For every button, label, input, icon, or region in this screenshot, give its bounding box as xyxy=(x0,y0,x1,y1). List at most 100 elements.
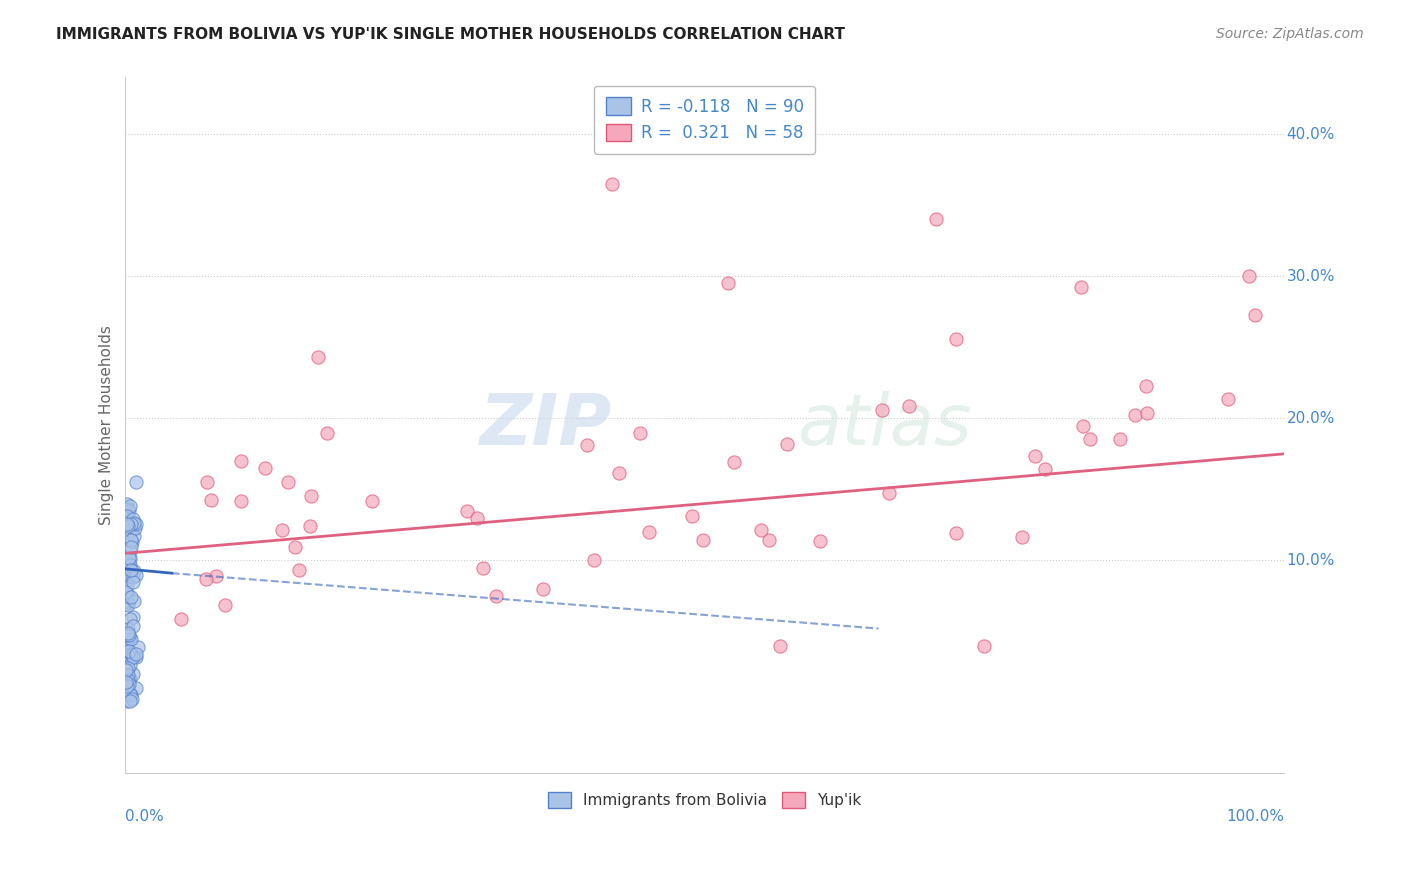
Point xyxy=(681,508,703,523)
Text: 0.0%: 0.0% xyxy=(125,809,165,824)
Point xyxy=(117,673,139,688)
Point xyxy=(114,589,136,603)
Point xyxy=(117,622,139,636)
Point xyxy=(120,558,142,572)
Point xyxy=(270,524,292,538)
Point xyxy=(125,475,148,490)
Point xyxy=(253,461,276,475)
Point xyxy=(124,521,146,535)
Point xyxy=(637,524,659,539)
Point xyxy=(1070,279,1092,293)
Point xyxy=(125,516,148,531)
Point xyxy=(120,648,142,662)
Point xyxy=(870,403,893,417)
Text: 10.0%: 10.0% xyxy=(1286,553,1334,568)
Point xyxy=(692,533,714,547)
Point xyxy=(121,534,143,549)
Point xyxy=(600,177,623,191)
Point xyxy=(117,562,139,576)
Point xyxy=(115,597,138,611)
Text: 20.0%: 20.0% xyxy=(1286,411,1334,425)
Point xyxy=(1024,449,1046,463)
Point xyxy=(117,588,139,602)
Point xyxy=(125,648,148,662)
Point xyxy=(115,592,138,607)
Point xyxy=(120,687,142,701)
Legend: Immigrants from Bolivia, Yup'ik: Immigrants from Bolivia, Yup'ik xyxy=(541,787,868,814)
Point xyxy=(125,567,148,582)
Point xyxy=(472,561,495,575)
Point xyxy=(117,639,139,653)
Point xyxy=(361,494,384,508)
Point xyxy=(117,661,139,675)
Point xyxy=(121,692,143,706)
Point xyxy=(125,650,148,665)
Point xyxy=(115,567,138,582)
Point xyxy=(120,541,142,555)
Point xyxy=(117,626,139,640)
Point xyxy=(115,509,138,524)
Point xyxy=(456,504,478,518)
Point xyxy=(115,677,138,691)
Text: IMMIGRANTS FROM BOLIVIA VS YUP'IK SINGLE MOTHER HOUSEHOLDS CORRELATION CHART: IMMIGRANTS FROM BOLIVIA VS YUP'IK SINGLE… xyxy=(56,27,845,42)
Point xyxy=(115,585,138,599)
Point xyxy=(118,544,141,558)
Point xyxy=(118,550,141,565)
Point xyxy=(277,475,299,490)
Point xyxy=(120,612,142,626)
Point xyxy=(118,569,141,583)
Point xyxy=(117,570,139,584)
Point xyxy=(307,350,329,364)
Point xyxy=(195,572,218,586)
Point xyxy=(776,437,799,451)
Text: 40.0%: 40.0% xyxy=(1286,127,1334,142)
Point xyxy=(117,645,139,659)
Point xyxy=(1135,379,1157,393)
Point xyxy=(195,475,218,490)
Point xyxy=(127,640,149,654)
Point xyxy=(118,500,141,514)
Point xyxy=(114,560,136,574)
Point xyxy=(808,533,831,548)
Point xyxy=(120,533,142,547)
Point xyxy=(125,681,148,696)
Point xyxy=(121,511,143,525)
Point xyxy=(120,516,142,531)
Point xyxy=(717,277,740,291)
Point xyxy=(121,610,143,624)
Point xyxy=(122,516,145,531)
Point xyxy=(115,516,138,531)
Point xyxy=(576,438,599,452)
Point xyxy=(120,564,142,578)
Point xyxy=(170,612,193,626)
Point xyxy=(284,540,307,554)
Point xyxy=(205,569,228,583)
Point xyxy=(288,563,311,577)
Point xyxy=(115,694,138,708)
Point xyxy=(898,400,921,414)
Point xyxy=(115,648,138,662)
Point xyxy=(115,627,138,641)
Point xyxy=(117,668,139,682)
Point xyxy=(115,574,138,589)
Point xyxy=(120,631,142,645)
Point xyxy=(1080,433,1102,447)
Point xyxy=(118,689,141,703)
Point xyxy=(117,673,139,687)
Point xyxy=(1033,462,1056,476)
Point xyxy=(120,651,142,665)
Point xyxy=(118,551,141,566)
Point xyxy=(121,648,143,662)
Point xyxy=(120,590,142,604)
Point xyxy=(117,598,139,612)
Point xyxy=(531,582,554,596)
Point xyxy=(973,639,995,653)
Point xyxy=(299,490,322,504)
Point xyxy=(115,497,138,511)
Point xyxy=(115,675,138,690)
Point xyxy=(945,526,967,541)
Point xyxy=(122,564,145,578)
Point xyxy=(117,519,139,533)
Point xyxy=(117,644,139,658)
Text: ZIP: ZIP xyxy=(479,391,612,460)
